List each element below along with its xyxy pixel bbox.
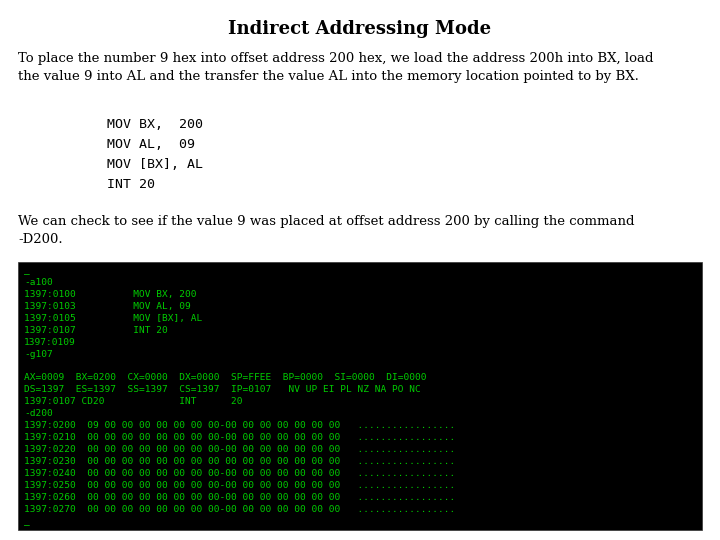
Bar: [18, 262, 702, 530]
Text: _
-a100
1397:0100          MOV BX, 200
1397:0103          MOV AL, 09
1397:0105  : _ -a100 1397:0100 MOV BX, 200 1397:0103 …: [24, 266, 455, 526]
Text: We can check to see if the value 9 was placed at offset address 200 by calling t: We can check to see if the value 9 was p…: [18, 215, 634, 246]
Text: To place the number 9 hex into offset address 200 hex, we load the address 200h : To place the number 9 hex into offset ad…: [18, 52, 654, 83]
Text: MOV BX,  200
    MOV AL,  09
    MOV [BX], AL
    INT 20: MOV BX, 200 MOV AL, 09 MOV [BX], AL INT …: [75, 118, 203, 191]
Text: Indirect Addressing Mode: Indirect Addressing Mode: [228, 20, 492, 38]
